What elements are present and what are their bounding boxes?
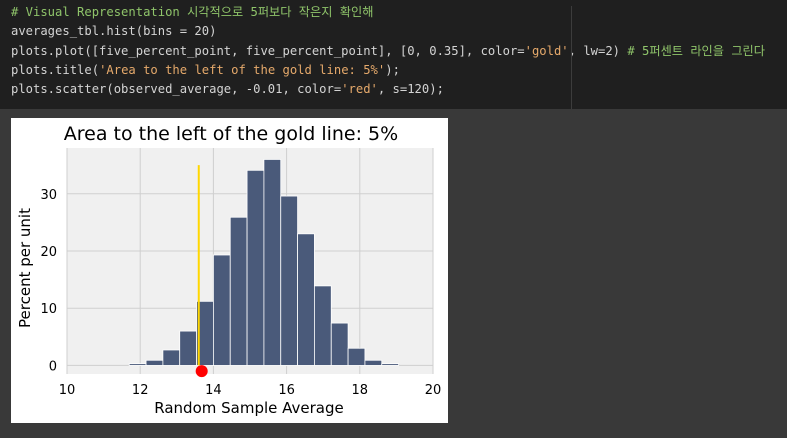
x-tick-label: 12 xyxy=(132,383,149,398)
code-comment: # Visual Representation 시각적으로 5퍼보다 작은지 확… xyxy=(11,5,374,19)
code-line: averages_tbl.hist(bins = 20) xyxy=(11,22,765,41)
y-tick-label: 20 xyxy=(40,245,57,260)
histogram-bar xyxy=(162,349,181,366)
x-tick-label: 16 xyxy=(278,383,295,398)
code-cell[interactable]: # Visual Representation 시각적으로 5퍼보다 작은지 확… xyxy=(0,0,787,109)
histogram-bar xyxy=(179,330,197,366)
x-tick-label: 18 xyxy=(352,383,369,398)
code-text: , lw=2) xyxy=(568,43,628,58)
y-tick-labels: 0 10 20 30 xyxy=(40,188,57,375)
histogram-bar xyxy=(128,363,147,366)
code-line: plots.scatter(observed_average, -0.01, c… xyxy=(11,80,765,99)
histogram-bar xyxy=(364,359,383,366)
x-tick-label: 10 xyxy=(59,383,76,398)
y-tick-label: 30 xyxy=(40,188,57,203)
output-area: 10 12 14 16 18 20 0 10 20 30 Area to the left of… xyxy=(11,118,448,423)
code-string: 'gold' xyxy=(524,43,569,58)
histogram-bar xyxy=(229,216,248,366)
histogram-bar xyxy=(145,359,164,366)
code-text: plots.scatter(observed_average, -0.01, c… xyxy=(11,82,342,97)
histogram-bar xyxy=(212,254,231,366)
code-comment: # 5퍼센트 라인을 그린다 xyxy=(627,43,765,58)
code-text: averages_tbl.hist(bins = 20) xyxy=(11,24,217,39)
histogram-bar xyxy=(246,169,265,366)
y-axis-label: Percent per unit xyxy=(16,208,34,328)
code-text: ); xyxy=(385,62,400,77)
code-line: plots.title('Area to the left of the gol… xyxy=(11,61,765,80)
x-tick-label: 14 xyxy=(205,383,222,398)
code-string: 'red' xyxy=(341,82,378,97)
code-text: plots.title( xyxy=(11,62,100,77)
code-text: , s=120); xyxy=(377,82,444,97)
cell-divider xyxy=(571,6,572,109)
x-axis-label: Random Sample Average xyxy=(154,399,343,417)
histogram-bar xyxy=(347,347,366,366)
x-tick-labels: 10 12 14 16 18 20 xyxy=(59,383,442,398)
observed-average-point xyxy=(195,365,208,378)
code-line: plots.plot([five_percent_point, five_per… xyxy=(11,42,765,61)
code-text: plots.plot([five_percent_point, five_per… xyxy=(11,43,525,58)
x-tick-label: 20 xyxy=(425,383,442,398)
histogram-bar xyxy=(381,363,399,366)
chart-title: Area to the left of the gold line: 5% xyxy=(64,123,398,145)
y-tick-label: 10 xyxy=(40,302,57,317)
histogram-bar xyxy=(280,195,298,366)
code-editor[interactable]: # Visual Representation 시각적으로 5퍼보다 작은지 확… xyxy=(11,3,765,99)
histogram-bar xyxy=(330,322,349,366)
histogram-bars xyxy=(128,159,399,366)
histogram-bar xyxy=(297,233,315,366)
histogram-bar xyxy=(263,159,282,366)
code-line: # Visual Representation 시각적으로 5퍼보다 작은지 확… xyxy=(11,3,765,22)
y-tick-label: 0 xyxy=(49,359,57,374)
histogram-bar xyxy=(314,285,332,366)
code-string: 'Area to the left of the gold line: 5%' xyxy=(99,62,386,77)
